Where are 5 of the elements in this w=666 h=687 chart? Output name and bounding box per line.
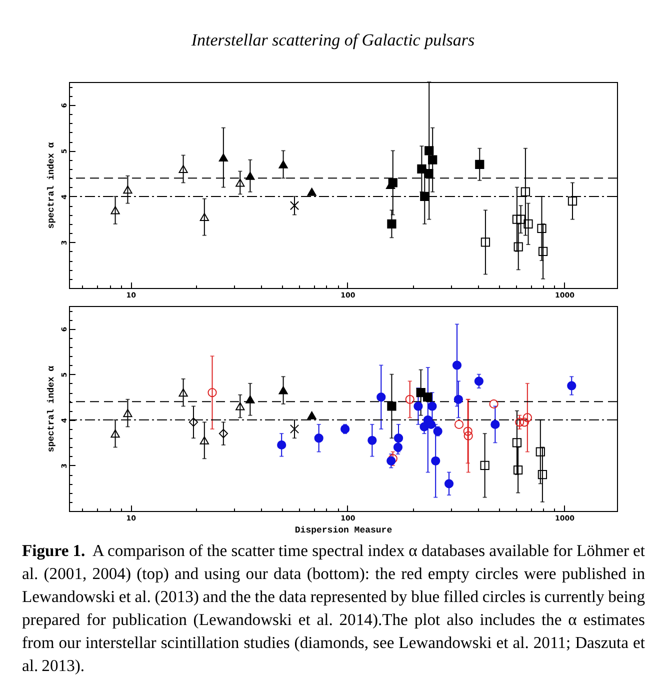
caption: Figure 1. A comparison of the scatter time spectral index α databases available for Löhmer et al. (2001, 2004) (top) and using our data (bottom): the red empty circles were published in Lewandowski et al. (2013) and the the data represented by blue filled circles is currently being prepared for publication (Lewandowski et al. 2014).The plot also includes the α estimates from our interstellar scintillation studies (diamonds, see Lewandowski et al. 2011; Daszuta et al. 2013). <box>22 540 646 677</box>
y-axis-title: spectral index α <box>46 142 56 229</box>
x-axis-title: Dispersion Measure <box>294 526 392 536</box>
y-axis-title: spectral index α <box>46 365 56 452</box>
chart-title: Interstellar scattering of Galactic pulsars <box>190 30 476 50</box>
